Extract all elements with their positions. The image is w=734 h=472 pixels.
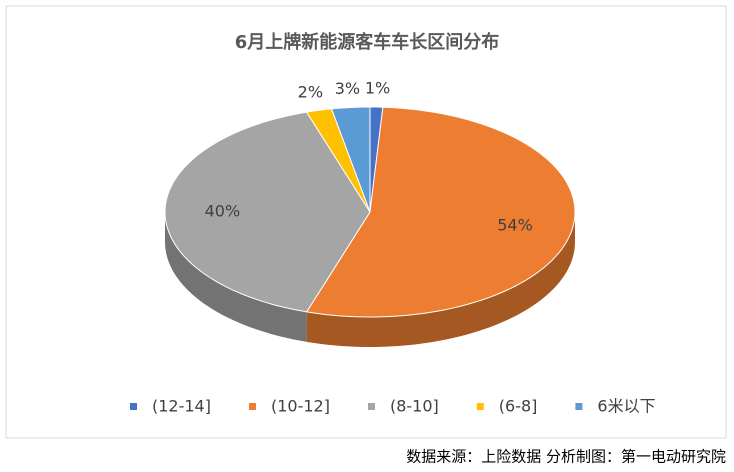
legend-swatch (130, 403, 137, 410)
chart-title: 6月上牌新能源客车车长区间分布 (235, 31, 500, 53)
legend-label: (12-14] (152, 397, 211, 416)
legend-label: (10-12] (271, 397, 330, 416)
pie-slice (330, 106, 371, 213)
data-label: 54% (497, 216, 533, 235)
legend-label: (6-8] (499, 397, 538, 416)
legend: (12-14] (10-12] (8-10] (6-8] 6米以下 (130, 397, 656, 416)
legend-label: (8-10] (390, 397, 439, 416)
legend-label: 6米以下 (597, 397, 655, 416)
legend-swatch (575, 403, 583, 410)
pie-sides (165, 212, 575, 347)
legend-swatch (367, 403, 375, 410)
source-note: 数据来源：上险数据 分析制图：第一电动研究院 (406, 448, 726, 466)
pie-side (165, 212, 307, 342)
data-labels: 1% 54% 40% 2% 3% (205, 79, 533, 235)
legend-swatch (476, 403, 484, 410)
pie-side (306, 212, 575, 347)
legend-swatch (248, 403, 256, 410)
data-label: 1% (365, 79, 390, 98)
data-label: 3% (335, 79, 360, 98)
pie-slice (164, 111, 371, 313)
pie-slice (305, 106, 576, 318)
data-label: 2% (298, 83, 323, 102)
data-label: 40% (205, 202, 241, 221)
pie-tops (164, 106, 576, 318)
